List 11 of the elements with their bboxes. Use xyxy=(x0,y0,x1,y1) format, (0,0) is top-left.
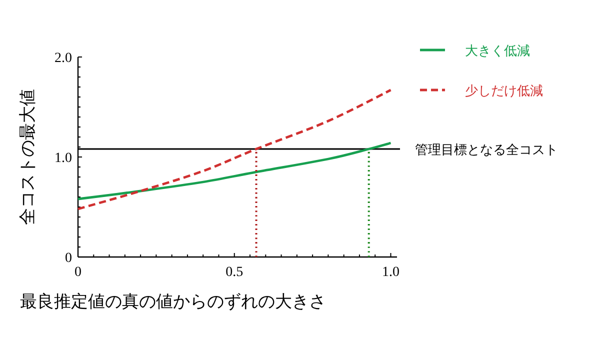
legend-label: 少しだけ低減 xyxy=(465,84,543,99)
y-axis-title: 全コストの最大値 xyxy=(18,89,38,225)
x-tick-label: 1.0 xyxy=(382,265,400,280)
y-tick-label: 1.0 xyxy=(54,151,72,166)
ref-line-label: 管理目標となる全コスト xyxy=(415,143,558,158)
y-tick-label: 0 xyxy=(65,251,72,266)
x-tick-label: 0 xyxy=(74,265,82,280)
legend-label: 大きく低減 xyxy=(465,44,530,59)
x-axis-title: 最良推定値の真の値からのずれの大きさ xyxy=(20,292,326,312)
y-tick-label: 2.0 xyxy=(54,51,72,66)
x-tick-label: 0.5 xyxy=(226,265,244,280)
